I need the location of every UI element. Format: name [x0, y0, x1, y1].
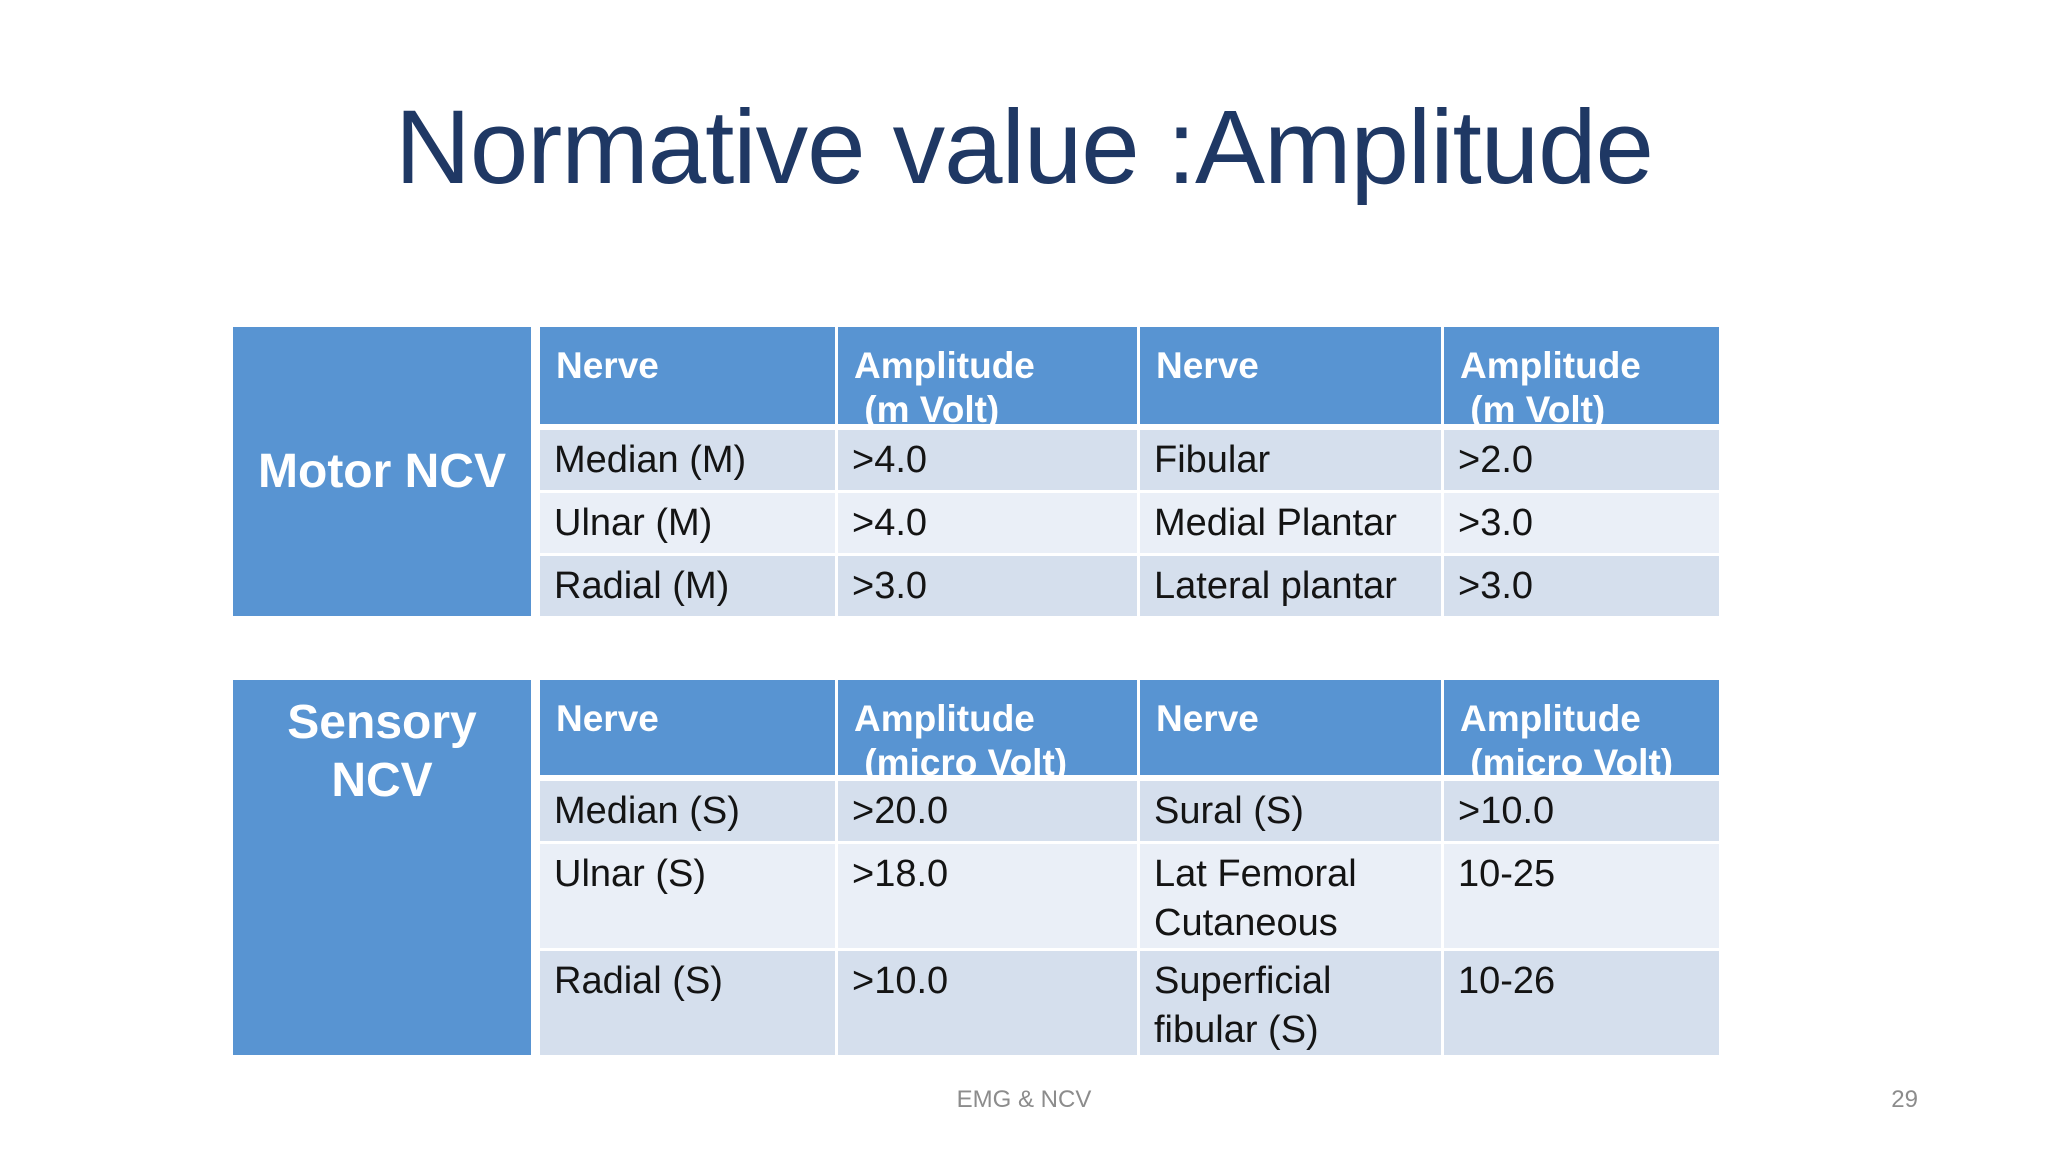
table-cell: Radial (S): [540, 951, 835, 1055]
table-cell: >3.0: [1444, 493, 1719, 553]
table-cell: Ulnar (S): [540, 844, 835, 948]
table-cell: Sural (S): [1140, 781, 1441, 841]
sensory-ncv-table: Sensory NCV Nerve Amplitude (micro Volt)…: [233, 680, 1719, 1055]
table-cell: >2.0: [1444, 430, 1719, 490]
table-cell: Lat Femoral Cutaneous: [1140, 844, 1441, 948]
table-cell: >4.0: [838, 430, 1137, 490]
table-cell: Ulnar (M): [540, 493, 835, 553]
column-header: Nerve: [540, 680, 835, 775]
table-label-motor-ncv: Motor NCV: [233, 327, 531, 616]
column-header: Amplitude (micro Volt): [838, 680, 1137, 783]
table-cell: Lateral plantar: [1140, 556, 1441, 616]
table-cell: >10.0: [838, 951, 1137, 1055]
table-cell: Superficial fibular (S): [1140, 951, 1441, 1055]
table-cell: >10.0: [1444, 781, 1719, 841]
table-cell: >20.0: [838, 781, 1137, 841]
table-cell: >4.0: [838, 493, 1137, 553]
motor-ncv-table: Motor NCV Nerve Amplitude (m Volt) Nerve…: [233, 327, 1719, 616]
column-header: Nerve: [540, 327, 835, 424]
table-cell: >3.0: [1444, 556, 1719, 616]
column-header: Amplitude (m Volt): [838, 327, 1137, 430]
table-label-sensory-ncv: Sensory NCV: [233, 680, 531, 1055]
table-cell: 10-26: [1444, 951, 1719, 1055]
table-cell: Fibular: [1140, 430, 1441, 490]
slide-number: 29: [1891, 1086, 1918, 1113]
table-cell: Median (M): [540, 430, 835, 490]
table-cell: >18.0: [838, 844, 1137, 948]
column-header: Nerve: [1140, 327, 1441, 424]
table-cell: >3.0: [838, 556, 1137, 616]
column-header: Nerve: [1140, 680, 1441, 775]
slide-title: Normative value :Amplitude: [395, 89, 1654, 206]
table-cell: Radial (M): [540, 556, 835, 616]
table-cell: Median (S): [540, 781, 835, 841]
table-cell: Medial Plantar: [1140, 493, 1441, 553]
table-cell: 10-25: [1444, 844, 1719, 948]
column-header: Amplitude (micro Volt): [1444, 680, 1719, 783]
column-header: Amplitude (m Volt): [1444, 327, 1719, 430]
slide-footer: EMG & NCV: [956, 1086, 1092, 1113]
